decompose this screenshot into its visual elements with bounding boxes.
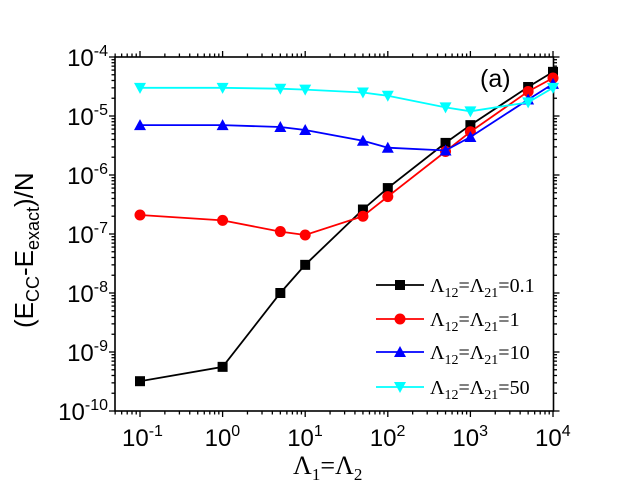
data-point-marker	[357, 204, 368, 215]
data-point-marker	[357, 210, 369, 222]
triangle-up-marker-icon	[394, 346, 406, 357]
legend-label: Λ12=Λ21=0.1	[430, 275, 535, 301]
data-point-marker	[216, 119, 229, 131]
x-tick-labels: 10-1 100 101 102 103 104	[122, 423, 571, 452]
x-tick-label: 102	[370, 423, 406, 452]
series-line	[140, 86, 554, 113]
legend: Λ12=Λ21=0.1 Λ12=Λ21=1 Λ12=Λ21=10 Λ12=Λ21=50	[376, 275, 535, 403]
legend-item: Λ12=Λ21=1	[376, 309, 520, 335]
data-point-marker	[274, 121, 287, 133]
data-point-marker	[548, 66, 558, 77]
data-point-marker	[134, 119, 146, 131]
data-series	[134, 66, 559, 387]
data-point-marker	[299, 84, 312, 96]
data-point-marker	[522, 86, 534, 98]
data-point-marker	[134, 209, 146, 221]
square-marker-icon	[395, 280, 405, 290]
data-point-marker	[381, 141, 394, 153]
data-point-marker	[464, 131, 477, 143]
data-point-marker	[356, 134, 369, 146]
y-tick-label: 10-10	[58, 397, 108, 426]
series-triangle-down	[134, 82, 559, 118]
series-circle	[134, 72, 559, 241]
x-axis-title: Λ1=Λ2	[293, 451, 362, 484]
x-tick-label: 103	[452, 423, 488, 452]
legend-label: Λ12=Λ21=1	[430, 309, 520, 335]
data-point-marker	[135, 376, 145, 387]
data-point-marker	[134, 82, 146, 94]
plot-frame	[114, 56, 555, 412]
data-point-marker	[382, 183, 393, 194]
triangle-down-marker-icon	[394, 382, 406, 393]
data-point-marker	[274, 226, 286, 238]
data-point-marker	[274, 83, 287, 95]
legend-label: Λ12=Λ21=10	[430, 342, 530, 368]
data-point-marker	[465, 120, 476, 131]
data-point-marker	[217, 361, 228, 372]
y-tick-label: 10-9	[67, 338, 108, 367]
data-point-marker	[464, 106, 477, 118]
y-tick-label: 10-6	[67, 161, 108, 190]
y-tick-label: 10-7	[67, 220, 108, 249]
data-point-marker	[217, 214, 229, 226]
data-point-marker	[216, 82, 229, 94]
legend-item: Λ12=Λ21=50	[376, 377, 530, 403]
x-tick-label: 10-1	[122, 423, 163, 452]
x-tick-label: 100	[205, 423, 241, 452]
y-tick-labels: 10-4 10-5 10-6 10-7 10-8 10-9 10-10	[58, 43, 108, 426]
legend-label: Λ12=Λ21=50	[430, 377, 530, 403]
y-tick-label: 10-5	[67, 102, 108, 131]
data-point-marker	[299, 123, 312, 135]
data-point-marker	[275, 288, 286, 298]
panel-label: (a)	[480, 65, 511, 93]
legend-item: Λ12=Λ21=0.1	[376, 275, 535, 301]
data-point-marker	[439, 102, 452, 114]
y-axis-title: (ECC-Eexact)/N	[9, 172, 43, 328]
data-point-marker	[439, 144, 452, 156]
y-tick-label: 10-4	[67, 43, 108, 72]
data-point-marker	[547, 82, 559, 94]
data-point-marker	[522, 97, 535, 109]
series-line	[140, 83, 554, 152]
y-tick-label: 10-8	[67, 279, 108, 308]
data-point-marker	[300, 259, 311, 270]
x-tick-label: 104	[535, 423, 571, 452]
data-point-marker	[299, 229, 311, 241]
data-point-marker	[356, 87, 369, 99]
circle-marker-icon	[394, 313, 406, 325]
x-tick-label: 101	[287, 423, 323, 452]
series-line	[139, 77, 554, 236]
legend-item: Λ12=Λ21=10	[376, 342, 530, 368]
data-point-marker	[440, 137, 451, 148]
data-point-marker	[382, 191, 394, 203]
data-point-marker	[381, 90, 394, 102]
